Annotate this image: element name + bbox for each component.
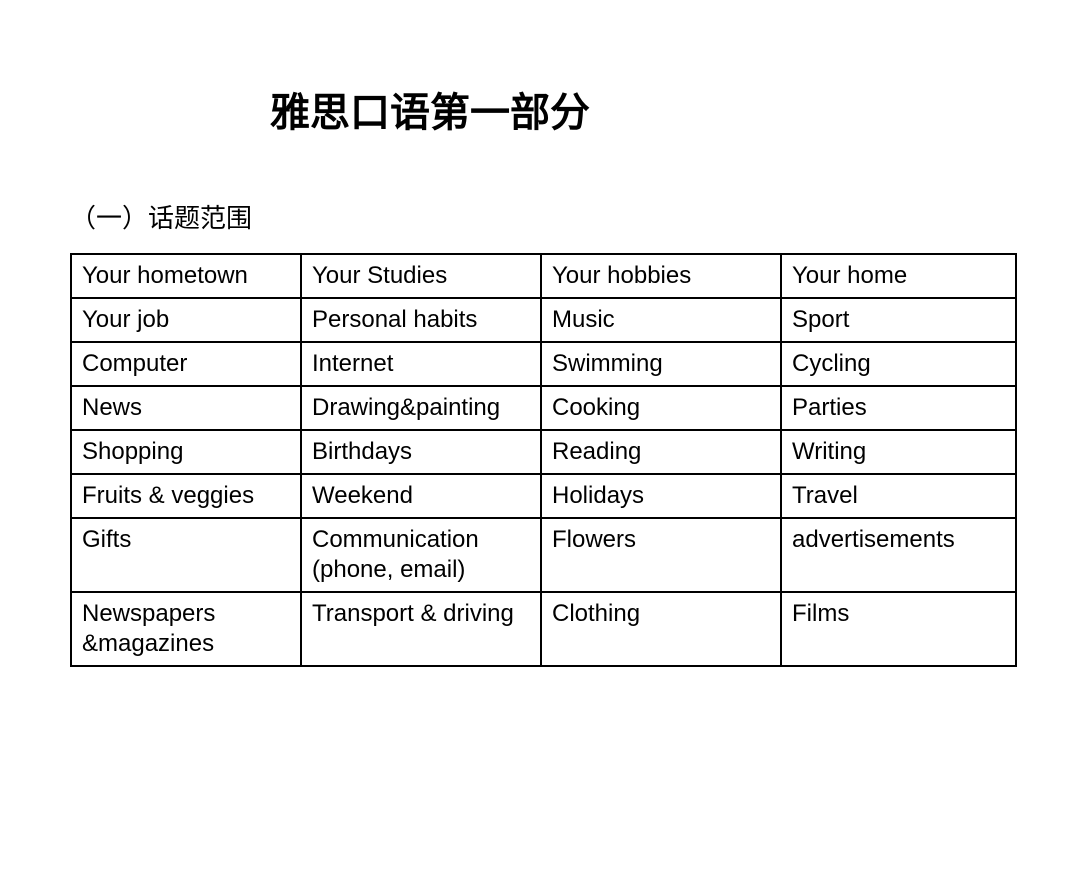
table-cell: Music bbox=[541, 298, 781, 342]
table-row: Fruits & veggies Weekend Holidays Travel bbox=[71, 474, 1016, 518]
table-row: Gifts Communication (phone, email) Flowe… bbox=[71, 518, 1016, 592]
table-row: Newspapers &magazines Transport & drivin… bbox=[71, 592, 1016, 666]
topics-table: Your hometown Your Studies Your hobbies … bbox=[70, 253, 1017, 667]
table-cell: Computer bbox=[71, 342, 301, 386]
table-row: Shopping Birthdays Reading Writing bbox=[71, 430, 1016, 474]
table-cell: Clothing bbox=[541, 592, 781, 666]
table-cell: Shopping bbox=[71, 430, 301, 474]
table-cell: Weekend bbox=[301, 474, 541, 518]
table-cell: Your home bbox=[781, 254, 1016, 298]
table-cell: Flowers bbox=[541, 518, 781, 592]
table-cell: Drawing&painting bbox=[301, 386, 541, 430]
page-title: 雅思口语第一部分 bbox=[270, 80, 1080, 138]
table-cell: Parties bbox=[781, 386, 1016, 430]
table-cell: Your job bbox=[71, 298, 301, 342]
table-cell: Fruits & veggies bbox=[71, 474, 301, 518]
table-cell: News bbox=[71, 386, 301, 430]
section-subtitle: （一）话题范围 bbox=[70, 198, 1080, 235]
table-cell: Communication (phone, email) bbox=[301, 518, 541, 592]
table-cell: Cooking bbox=[541, 386, 781, 430]
table-cell: Your hometown bbox=[71, 254, 301, 298]
table-cell: Personal habits bbox=[301, 298, 541, 342]
table-cell: Swimming bbox=[541, 342, 781, 386]
table-row: News Drawing&painting Cooking Parties bbox=[71, 386, 1016, 430]
table-row: Computer Internet Swimming Cycling bbox=[71, 342, 1016, 386]
table-cell: Sport bbox=[781, 298, 1016, 342]
table-cell: Reading bbox=[541, 430, 781, 474]
table-cell: Films bbox=[781, 592, 1016, 666]
table-cell: Your Studies bbox=[301, 254, 541, 298]
table-cell: advertisements bbox=[781, 518, 1016, 592]
table-cell: Holidays bbox=[541, 474, 781, 518]
table-cell: Newspapers &magazines bbox=[71, 592, 301, 666]
table-cell: Cycling bbox=[781, 342, 1016, 386]
table-cell: Gifts bbox=[71, 518, 301, 592]
table-cell: Writing bbox=[781, 430, 1016, 474]
table-cell: Internet bbox=[301, 342, 541, 386]
table-row: Your job Personal habits Music Sport bbox=[71, 298, 1016, 342]
table-row: Your hometown Your Studies Your hobbies … bbox=[71, 254, 1016, 298]
table-cell: Birthdays bbox=[301, 430, 541, 474]
table-cell: Your hobbies bbox=[541, 254, 781, 298]
table-cell: Transport & driving bbox=[301, 592, 541, 666]
table-cell: Travel bbox=[781, 474, 1016, 518]
